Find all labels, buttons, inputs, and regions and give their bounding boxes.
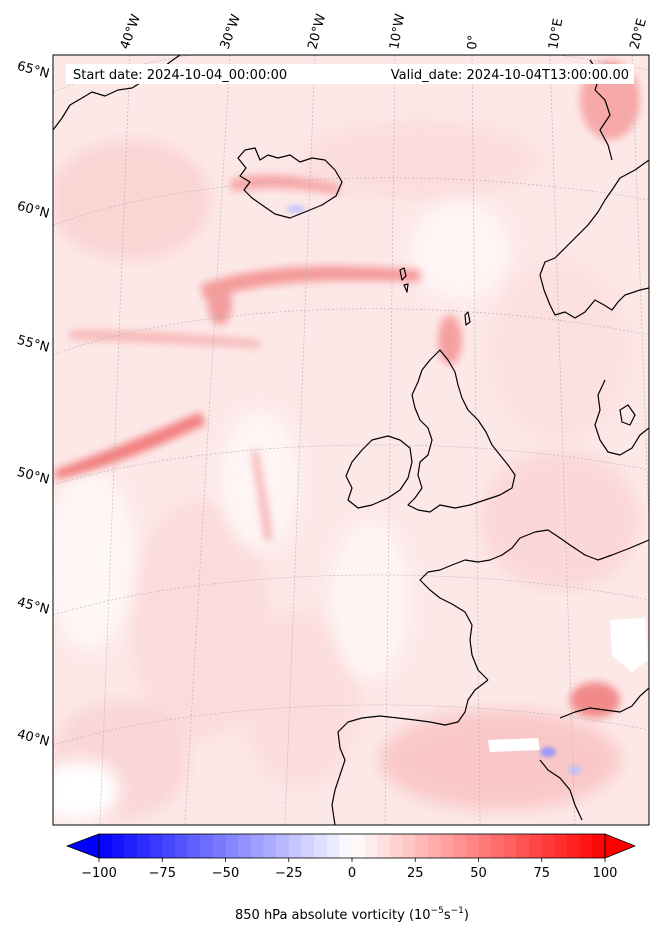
ireland-coast xyxy=(345,435,413,509)
colorbar-bin xyxy=(364,834,378,858)
colorbar-bin xyxy=(174,834,188,858)
colorbar-bin xyxy=(516,834,530,858)
colorbar-tick-label: 75 xyxy=(533,866,550,881)
colorbar-extend-high xyxy=(604,833,637,859)
colorbar-bin xyxy=(567,834,581,858)
colorbar-bin xyxy=(554,834,568,858)
colorbar-bin xyxy=(288,834,302,858)
vorticity-field xyxy=(53,60,648,820)
colorbar-bin xyxy=(263,834,277,858)
map-frame xyxy=(52,54,650,826)
colorbar-tick-label: 100 xyxy=(593,866,618,881)
start-date-label: Start date: 2024-10-04_00:00:00 xyxy=(73,68,287,83)
lat-label-60n: 60°N xyxy=(15,199,51,222)
lat-label-55n: 55°N xyxy=(15,333,51,356)
lon-label-10e: 10°E xyxy=(546,17,566,50)
shetland-coast xyxy=(464,311,471,326)
map-panel: Start date: 2024-10-04_00:00:00 Valid_da… xyxy=(52,54,650,826)
colorbar-tick-label: −100 xyxy=(81,866,117,881)
denmark-coast xyxy=(594,379,649,456)
colorbar-bin xyxy=(377,834,391,858)
colorbar-bin xyxy=(453,834,467,858)
valid-date-label: Valid_date: 2024-10-04T13:00:00.00 xyxy=(391,68,629,83)
colorbar-bin xyxy=(149,834,163,858)
colorbar-bin xyxy=(111,834,125,858)
colorbar-bin xyxy=(276,834,290,858)
colorbar-bin xyxy=(389,834,403,858)
iceland-coast xyxy=(237,147,343,219)
colorbar-bin xyxy=(352,834,366,858)
colorbar-bin xyxy=(529,834,543,858)
colorbar-bin xyxy=(225,834,239,858)
north-africa-coast xyxy=(559,687,649,719)
colorbar-bin xyxy=(250,834,264,858)
colorbar-bin xyxy=(478,834,492,858)
colorbar-tick-label: −75 xyxy=(149,866,176,881)
lat-label-40n: 40°N xyxy=(15,727,51,750)
colorbar-bins xyxy=(99,834,606,858)
colorbar-bin xyxy=(212,834,226,858)
lon-label-0: 0° xyxy=(465,34,481,50)
colorbar-bin xyxy=(491,834,505,858)
great-britain-coast xyxy=(407,349,516,513)
longitude-labels: 40°W 30°W 20°W 10°W 0° 10°E 20°E xyxy=(118,12,650,51)
colorbar-bin xyxy=(402,834,416,858)
colorbar-bin xyxy=(579,834,593,858)
colorbar-bin xyxy=(136,834,150,858)
baltic-coast xyxy=(619,404,636,426)
latitude-labels: 65°N 60°N 55°N 50°N 45°N 40°N xyxy=(15,59,51,750)
colorbar-bin xyxy=(124,834,138,858)
colorbar-extend-low xyxy=(65,833,100,859)
lat-label-65n: 65°N xyxy=(15,59,51,82)
colorbar-bin xyxy=(200,834,214,858)
colorbar-bin xyxy=(187,834,201,858)
scandinavia-coast xyxy=(539,159,649,319)
italy-coast xyxy=(539,759,583,821)
colorbar-bin xyxy=(301,834,315,858)
colorbar-tick-label: −50 xyxy=(212,866,239,881)
iberia-coast xyxy=(331,679,489,825)
colorbar-bin xyxy=(162,834,176,858)
colorbar-ticks: −100 −75 −50 −25 0 25 50 75 100 xyxy=(81,858,617,881)
colorbar-tick-label: 50 xyxy=(470,866,487,881)
lon-label-20e: 20°E xyxy=(627,17,650,51)
colorbar-label: 850 hPa absolute vorticity (10−5s−1) xyxy=(235,906,469,923)
lon-label-30w: 30°W xyxy=(218,12,244,51)
colorbar-bin xyxy=(592,834,606,858)
lon-label-10w: 10°W xyxy=(387,13,408,51)
colorbar-bin xyxy=(427,834,441,858)
colorbar-tick-label: −25 xyxy=(275,866,302,881)
graticule xyxy=(53,55,649,825)
colorbar-bin xyxy=(503,834,517,858)
colorbar-bin xyxy=(326,834,340,858)
faroe-coast xyxy=(399,267,409,293)
lon-label-20w: 20°W xyxy=(305,12,329,51)
lat-label-50n: 50°N xyxy=(15,465,51,488)
coastlines xyxy=(53,55,649,825)
europe-coast xyxy=(419,529,649,681)
colorbar-bin xyxy=(99,834,113,858)
colorbar-tick-label: 25 xyxy=(407,866,424,881)
colorbar-bin xyxy=(314,834,328,858)
start-label-background xyxy=(66,64,634,84)
colorbar-bin xyxy=(238,834,252,858)
colorbar-bin xyxy=(541,834,555,858)
lat-label-45n: 45°N xyxy=(15,595,51,618)
colorbar-bin xyxy=(415,834,429,858)
lon-label-40w: 40°W xyxy=(118,12,144,51)
colorbar-bin xyxy=(339,834,353,858)
colorbar: −100 −75 −50 −25 0 25 50 75 100 850 hPa absolute… xyxy=(65,833,637,923)
colorbar-bin xyxy=(465,834,479,858)
colorbar-bin xyxy=(440,834,454,858)
colorbar-tick-label: 0 xyxy=(348,866,356,881)
